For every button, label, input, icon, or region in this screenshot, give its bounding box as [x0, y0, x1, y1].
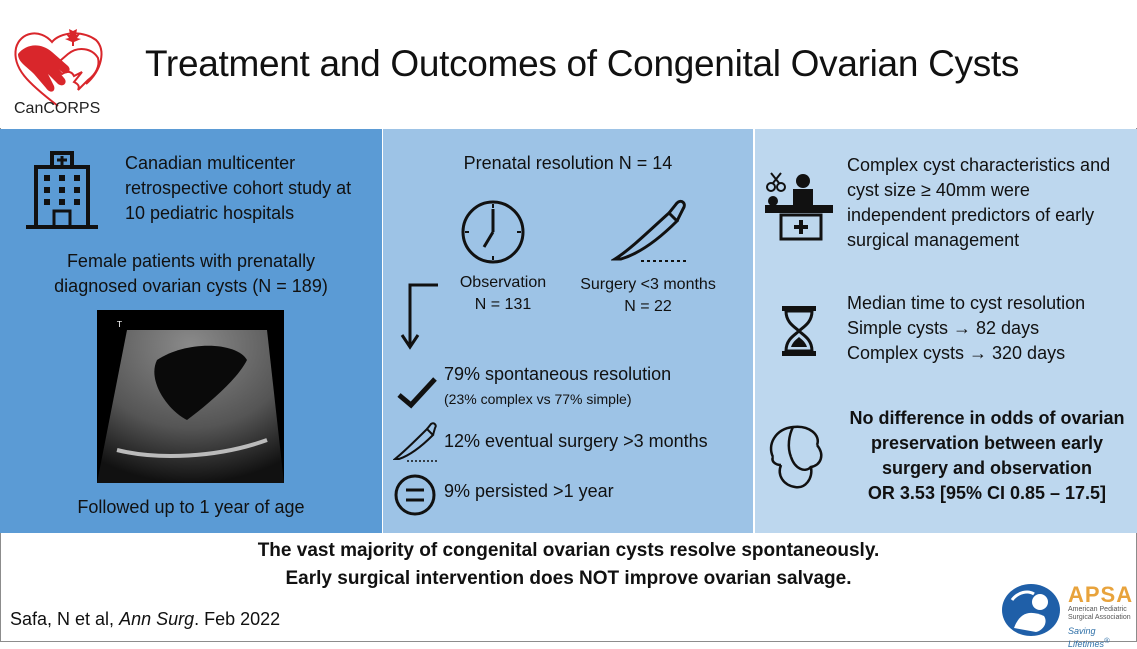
complex-cysts: Complex cysts → 320 days — [847, 343, 1066, 363]
ultrasound-scan-icon — [97, 310, 284, 483]
ovary-icon — [769, 425, 823, 489]
citation-date: . Feb 2022 — [194, 609, 281, 629]
page-title: Treatment and Outcomes of Congenital Ova… — [145, 43, 1020, 84]
observation-label: Observation — [459, 274, 547, 291]
header: CanCORPS Treatment and Outcomes of Conge… — [0, 0, 1137, 128]
followup-text: Followed up to 1 year of age — [77, 497, 305, 517]
median-time-title: Median time to cyst resolution — [847, 293, 1086, 313]
no-difference-text: No difference in odds of ovarian preserv… — [849, 408, 1125, 478]
clock-icon — [461, 200, 525, 264]
patients-description: Female patients with prenatally diagnose… — [54, 251, 328, 296]
apsa-full-name: American Pediatric Surgical Association — [1068, 606, 1131, 622]
observation-n: N = 131 — [474, 296, 532, 313]
ultrasound-image: T — [97, 310, 284, 483]
persisted: 9% persisted >1 year — [444, 481, 614, 501]
eventual-surgery: 12% eventual surgery >3 months — [444, 431, 708, 451]
apsa-tagline-mark: ® — [1104, 636, 1110, 645]
ultrasound-marker: T — [117, 320, 122, 329]
odds-ratio: OR 3.53 [95% CI 0.85 – 17.5] — [867, 483, 1107, 503]
apsa-logo-icon — [1002, 584, 1060, 636]
down-arrow-icon — [400, 283, 438, 350]
cancorps-logo-icon — [14, 26, 103, 107]
study-description: Canadian multicenter retrospective cohor… — [125, 153, 352, 223]
spontaneous-resolution: 79% spontaneous resolution — [444, 364, 672, 384]
panel-predictors: Complex cyst characteristics and cyst si… — [755, 129, 1137, 533]
citation-journal: Ann Surg — [119, 609, 195, 629]
apsa-tagline: Saving Lifetimes® — [1068, 626, 1137, 649]
hospital-icon — [26, 151, 98, 229]
apsa-name: APSA — [1068, 582, 1134, 607]
predictors-text: Complex cyst characteristics and cyst si… — [847, 155, 1111, 250]
scalpel-icon — [611, 199, 689, 262]
surgery-label: Surgery <3 months — [580, 276, 716, 293]
scalpel-small-icon — [393, 422, 437, 462]
apsa-full-line-1: American Pediatric — [1068, 606, 1127, 613]
apsa-full-line-2: Surgical Association — [1068, 614, 1131, 621]
checkmark-icon — [397, 377, 437, 409]
apsa-tagline-text: Saving Lifetimes — [1068, 626, 1105, 649]
panel-outcomes: Prenatal resolution N = 14 Observation N… — [383, 129, 753, 533]
citation-authors: Safa, N et al, — [10, 609, 120, 629]
simple-cysts: Simple cysts → 82 days — [847, 318, 1040, 338]
hourglass-icon — [782, 306, 816, 356]
prenatal-resolution: Prenatal resolution N = 14 — [463, 153, 673, 173]
citation: Safa, N et al, Ann Surg. Feb 2022 — [10, 609, 280, 630]
conclusion-line-2: Early surgical intervention does NOT imp… — [285, 568, 852, 589]
spontaneous-detail: (23% complex vs 77% simple) — [444, 391, 632, 407]
equals-icon — [394, 474, 436, 516]
surgery-n: N = 22 — [624, 298, 672, 315]
logo-text: CanCORPS — [14, 100, 101, 117]
conclusion-line-1: The vast majority of congenital ovarian … — [257, 540, 880, 561]
surgeon-patient-icon — [765, 172, 833, 241]
